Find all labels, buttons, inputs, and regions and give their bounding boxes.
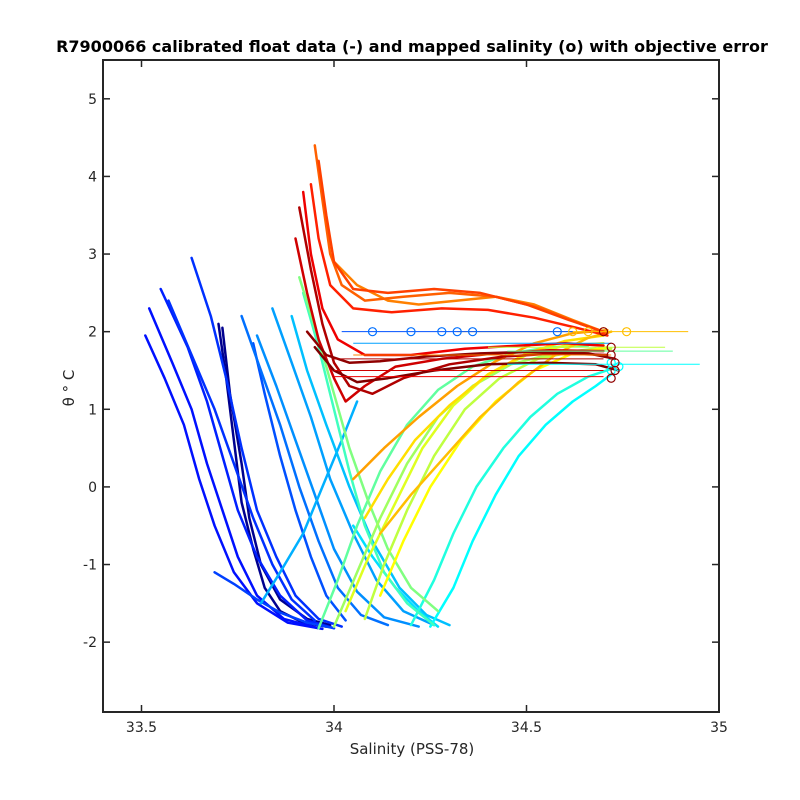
mapped-salinity-marker-4 <box>452 327 462 337</box>
float-profile-line-10 <box>240 314 390 627</box>
float-profile-line-9 <box>251 342 347 622</box>
y-tick-label-2: -1 <box>83 558 97 574</box>
float-profile-line-5 <box>159 287 336 630</box>
plot-frame <box>102 59 720 713</box>
mapped-salinity-marker-5 <box>468 327 478 337</box>
y-tick-label-6: 3 <box>88 247 97 263</box>
mapped-salinity-marker-6 <box>552 327 562 337</box>
float-profile-line-34 <box>298 206 609 396</box>
float-profile-line-12 <box>271 307 436 627</box>
x-tick-label-4: 35 <box>710 720 728 736</box>
mapped-salinity-marker-18 <box>610 365 620 376</box>
chart-title: R7900066 calibrated float data (-) and m… <box>56 37 768 56</box>
float-profile-line-31 <box>309 182 609 337</box>
y-tick-label-5: 2 <box>88 325 97 341</box>
float-profile-line-28 <box>332 260 605 333</box>
y-axis-label: θ ° C <box>60 370 78 407</box>
float-profile-line-15 <box>351 524 440 628</box>
float-profile-line-4 <box>144 334 324 631</box>
mapped-salinity-marker-2 <box>406 327 416 337</box>
series-layer <box>144 144 621 631</box>
mapped-salinity-marker-14 <box>598 327 609 337</box>
float-profile-line-8 <box>213 571 336 630</box>
mapped-salinity-marker-1 <box>367 327 378 337</box>
mapped-salinity-layer <box>367 327 632 383</box>
error-bar-layer <box>334 331 700 378</box>
float-profile-line-26 <box>378 330 613 535</box>
y-tick-label-4: 1 <box>88 402 97 418</box>
float-profile-line-7 <box>167 299 317 622</box>
x-tick-label-2: 34 <box>325 720 343 736</box>
float-profile-line-16 <box>429 373 613 628</box>
float-profile-line-35 <box>305 330 617 364</box>
float-profile-line-3 <box>147 307 320 630</box>
y-tick-label-7: 4 <box>88 169 97 185</box>
float-profile-line-6 <box>190 256 343 628</box>
x-tick-label-1: 33.5 <box>126 720 157 736</box>
mapped-salinity-marker-16 <box>606 350 616 360</box>
mapped-salinity-marker-10 <box>621 327 632 337</box>
x-tick-label-3: 34.5 <box>511 720 542 736</box>
mapped-salinity-marker-7 <box>568 327 578 337</box>
mapped-salinity-marker-3 <box>437 327 447 337</box>
float-profile-line-27 <box>351 328 609 481</box>
float-profile-line-11 <box>255 334 420 628</box>
y-tick-label-8: 5 <box>88 92 97 108</box>
y-tick-label-3: 0 <box>88 480 97 496</box>
mapped-salinity-marker-19 <box>606 373 616 383</box>
float-profile-line-29 <box>313 144 609 335</box>
float-profile-line-17 <box>409 367 613 627</box>
y-tick-label-1: -2 <box>83 635 97 651</box>
float-profile-line-18 <box>301 291 436 627</box>
x-axis-label: Salinity (PSS-78) <box>350 740 475 758</box>
float-profile-line-22 <box>363 347 613 621</box>
mapped-salinity-marker-8 <box>583 327 593 337</box>
float-profile-line-23 <box>344 342 605 613</box>
float-profile-line-30 <box>317 159 605 333</box>
